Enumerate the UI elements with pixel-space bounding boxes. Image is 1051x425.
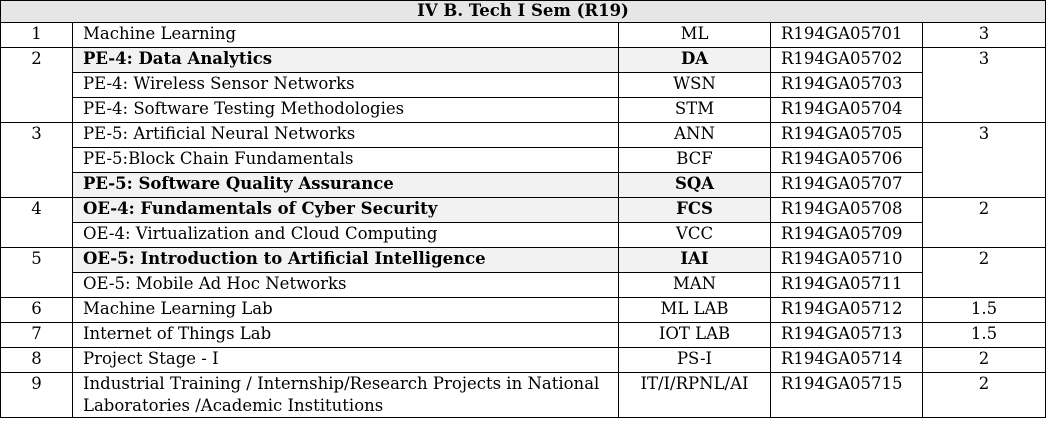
subject-code: FCS — [618, 197, 771, 223]
credits — [921, 147, 1047, 173]
table-row: PE-5: Software Quality Assurance SQA R19… — [0, 172, 1047, 198]
subject-code: ML LAB — [618, 297, 771, 323]
subject-name: Project Stage - I — [72, 347, 619, 373]
table-row: 1 Machine Learning ML R194GA05701 3 — [0, 22, 1047, 48]
table-header-row: IV B. Tech I Sem (R19) — [0, 0, 1047, 23]
credits: 3 — [921, 47, 1047, 73]
credits: 2 — [921, 197, 1047, 223]
table-row: 7 Internet of Things Lab IOT LAB R194GA0… — [0, 322, 1047, 348]
course-code: R194GA05711 — [770, 272, 923, 298]
course-code: R194GA05705 — [770, 122, 923, 148]
serial-number: 9 — [0, 372, 73, 418]
serial-number: 8 — [0, 347, 73, 373]
course-code: R194GA05708 — [770, 197, 923, 223]
credits: 3 — [921, 22, 1047, 48]
table-row: 3 PE-5: Artificial Neural Networks ANN R… — [0, 122, 1047, 148]
course-code: R194GA05701 — [770, 22, 923, 48]
serial-number: 5 — [0, 247, 73, 273]
credits: 2 — [921, 372, 1047, 418]
serial-number — [0, 147, 73, 173]
serial-number — [0, 72, 73, 98]
subject-name: Machine Learning — [72, 22, 619, 48]
course-code: R194GA05712 — [770, 297, 923, 323]
subject-code: WSN — [618, 72, 771, 98]
course-code: R194GA05704 — [770, 97, 923, 123]
course-code: R194GA05702 — [770, 47, 923, 73]
subject-name: PE-5:Block Chain Fundamentals — [72, 147, 619, 173]
subject-name: OE-4: Fundamentals of Cyber Security — [72, 197, 619, 223]
subject-code: SQA — [618, 172, 771, 198]
subject-name: OE-5: Mobile Ad Hoc Networks — [72, 272, 619, 298]
table-row: 8 Project Stage - I PS-I R194GA05714 2 — [0, 347, 1047, 373]
course-code: R194GA05715 — [770, 372, 923, 418]
course-code: R194GA05710 — [770, 247, 923, 273]
course-code: R194GA05713 — [770, 322, 923, 348]
subject-code: DA — [618, 47, 771, 73]
course-code: R194GA05714 — [770, 347, 923, 373]
subject-code: IOT LAB — [618, 322, 771, 348]
course-code: R194GA05706 — [770, 147, 923, 173]
subject-code: VCC — [618, 222, 771, 248]
subject-code: IAI — [618, 247, 771, 273]
table-row: PE-5:Block Chain Fundamentals BCF R194GA… — [0, 147, 1047, 173]
credits — [921, 97, 1047, 123]
subject-code: STM — [618, 97, 771, 123]
table-row: OE-5: Mobile Ad Hoc Networks MAN R194GA0… — [0, 272, 1047, 298]
credits — [921, 222, 1047, 248]
course-code: R194GA05709 — [770, 222, 923, 248]
subject-code: MAN — [618, 272, 771, 298]
serial-number: 6 — [0, 297, 73, 323]
subject-code: PS-I — [618, 347, 771, 373]
subject-code: ANN — [618, 122, 771, 148]
table-row: 5 OE-5: Introduction to Artificial Intel… — [0, 247, 1047, 273]
table-row: PE-4: Software Testing Methodologies STM… — [0, 97, 1047, 123]
subject-name: PE-5: Artificial Neural Networks — [72, 122, 619, 148]
subject-name: Machine Learning Lab — [72, 297, 619, 323]
serial-number: 4 — [0, 197, 73, 223]
serial-number — [0, 97, 73, 123]
subject-name: PE-4: Software Testing Methodologies — [72, 97, 619, 123]
serial-number: 7 — [0, 322, 73, 348]
table-row: PE-4: Wireless Sensor Networks WSN R194G… — [0, 72, 1047, 98]
serial-number: 3 — [0, 122, 73, 148]
subject-code: IT/I/RPNL/AI — [618, 372, 771, 418]
serial-number: 2 — [0, 47, 73, 73]
subject-name: OE-5: Introduction to Artificial Intelli… — [72, 247, 619, 273]
credits: 1.5 — [921, 297, 1047, 323]
credits: 1.5 — [921, 322, 1047, 348]
subject-code: ML — [618, 22, 771, 48]
subject-code: BCF — [618, 147, 771, 173]
credits — [921, 272, 1047, 298]
serial-number — [0, 222, 73, 248]
subject-name: PE-4: Wireless Sensor Networks — [72, 72, 619, 98]
credits: 2 — [921, 347, 1047, 373]
serial-number — [0, 272, 73, 298]
subject-name: Industrial Training / Internship/Researc… — [72, 372, 619, 418]
table-row: 4 OE-4: Fundamentals of Cyber Security F… — [0, 197, 1047, 223]
subject-name: PE-4: Data Analytics — [72, 47, 619, 73]
curriculum-table: IV B. Tech I Sem (R19) 1 Machine Learnin… — [0, 0, 1047, 418]
table-row: 2 PE-4: Data Analytics DA R194GA05702 3 — [0, 47, 1047, 73]
subject-name: Internet of Things Lab — [72, 322, 619, 348]
table-row: OE-4: Virtualization and Cloud Computing… — [0, 222, 1047, 248]
course-code: R194GA05703 — [770, 72, 923, 98]
table-row: 9 Industrial Training / Internship/Resea… — [0, 372, 1047, 418]
table-row: 6 Machine Learning Lab ML LAB R194GA0571… — [0, 297, 1047, 323]
credits — [921, 72, 1047, 98]
serial-number — [0, 172, 73, 198]
subject-name: PE-5: Software Quality Assurance — [72, 172, 619, 198]
credits: 3 — [921, 122, 1047, 148]
semester-title: IV B. Tech I Sem (R19) — [0, 0, 1047, 23]
credits — [921, 172, 1047, 198]
course-code: R194GA05707 — [770, 172, 923, 198]
credits: 2 — [921, 247, 1047, 273]
subject-name: OE-4: Virtualization and Cloud Computing — [72, 222, 619, 248]
serial-number: 1 — [0, 22, 73, 48]
